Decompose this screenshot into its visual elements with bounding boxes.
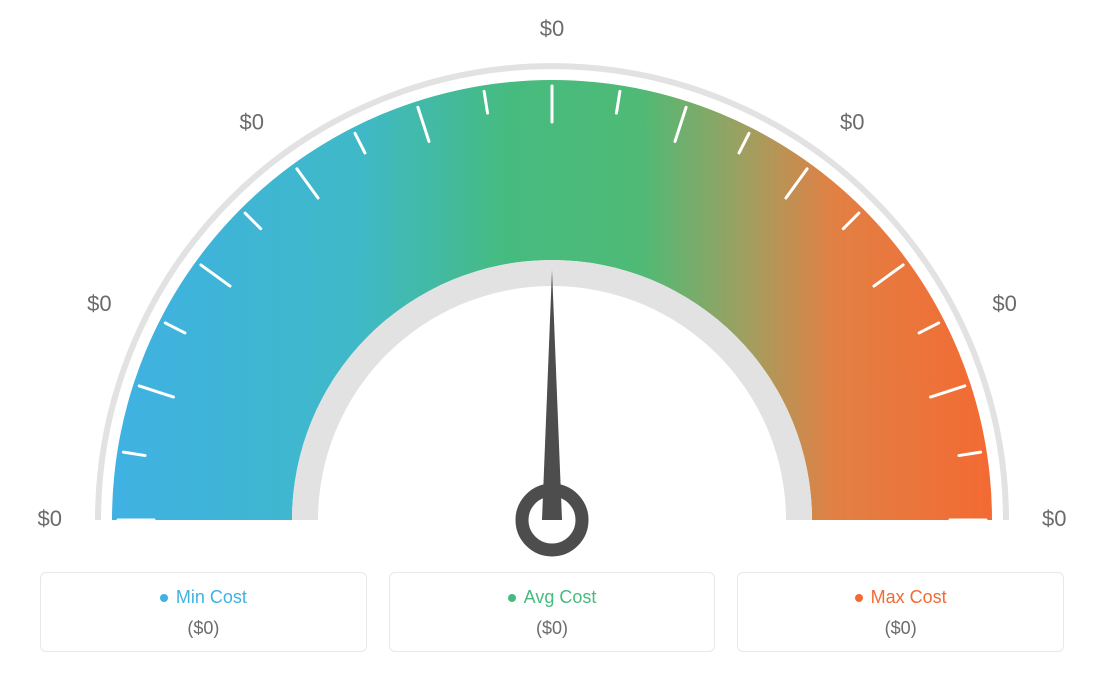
legend-card-min: Min Cost ($0) [40, 572, 367, 652]
legend-dot-max [855, 594, 863, 602]
legend-card-max: Max Cost ($0) [737, 572, 1064, 652]
legend-value-max: ($0) [748, 618, 1053, 639]
svg-text:$0: $0 [38, 506, 62, 531]
svg-text:$0: $0 [540, 16, 564, 41]
legend-value-avg: ($0) [400, 618, 705, 639]
svg-text:$0: $0 [840, 109, 864, 134]
gauge-chart: $0 $0 $0 $0 $0 $0 $0 [0, 0, 1104, 560]
legend-row: Min Cost ($0) Avg Cost ($0) Max Cost ($0… [40, 572, 1064, 652]
svg-text:$0: $0 [240, 109, 264, 134]
legend-title-max: Max Cost [855, 587, 947, 608]
svg-text:$0: $0 [87, 291, 111, 316]
svg-text:$0: $0 [992, 291, 1016, 316]
legend-label-avg: Avg Cost [524, 587, 597, 608]
chart-container: $0 $0 $0 $0 $0 $0 $0 Min Cost ($0) Avg Cost ($… [0, 0, 1104, 690]
legend-dot-min [160, 594, 168, 602]
svg-text:$0: $0 [1042, 506, 1066, 531]
legend-title-min: Min Cost [160, 587, 247, 608]
legend-value-min: ($0) [51, 618, 356, 639]
legend-title-avg: Avg Cost [508, 587, 597, 608]
legend-label-min: Min Cost [176, 587, 247, 608]
legend-dot-avg [508, 594, 516, 602]
legend-card-avg: Avg Cost ($0) [389, 572, 716, 652]
legend-label-max: Max Cost [871, 587, 947, 608]
